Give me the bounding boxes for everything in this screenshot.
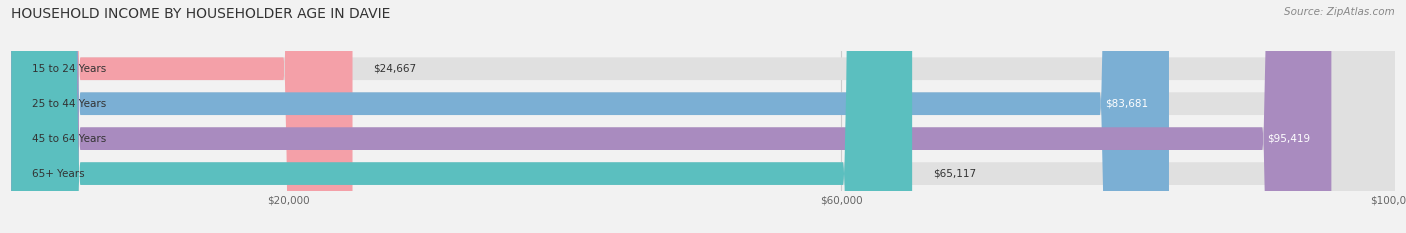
Text: HOUSEHOLD INCOME BY HOUSEHOLDER AGE IN DAVIE: HOUSEHOLD INCOME BY HOUSEHOLDER AGE IN D…: [11, 7, 391, 21]
FancyBboxPatch shape: [11, 0, 1395, 233]
Text: 65+ Years: 65+ Years: [32, 169, 84, 178]
Text: $24,667: $24,667: [373, 64, 416, 74]
FancyBboxPatch shape: [11, 0, 353, 233]
FancyBboxPatch shape: [11, 0, 1395, 233]
FancyBboxPatch shape: [11, 0, 1168, 233]
Text: 45 to 64 Years: 45 to 64 Years: [32, 134, 107, 144]
FancyBboxPatch shape: [11, 0, 1395, 233]
Text: 15 to 24 Years: 15 to 24 Years: [32, 64, 107, 74]
Text: Source: ZipAtlas.com: Source: ZipAtlas.com: [1284, 7, 1395, 17]
Text: $95,419: $95,419: [1267, 134, 1310, 144]
Text: $65,117: $65,117: [934, 169, 976, 178]
FancyBboxPatch shape: [11, 0, 1395, 233]
FancyBboxPatch shape: [11, 0, 1331, 233]
Text: $83,681: $83,681: [1105, 99, 1149, 109]
FancyBboxPatch shape: [11, 0, 912, 233]
Text: 25 to 44 Years: 25 to 44 Years: [32, 99, 107, 109]
